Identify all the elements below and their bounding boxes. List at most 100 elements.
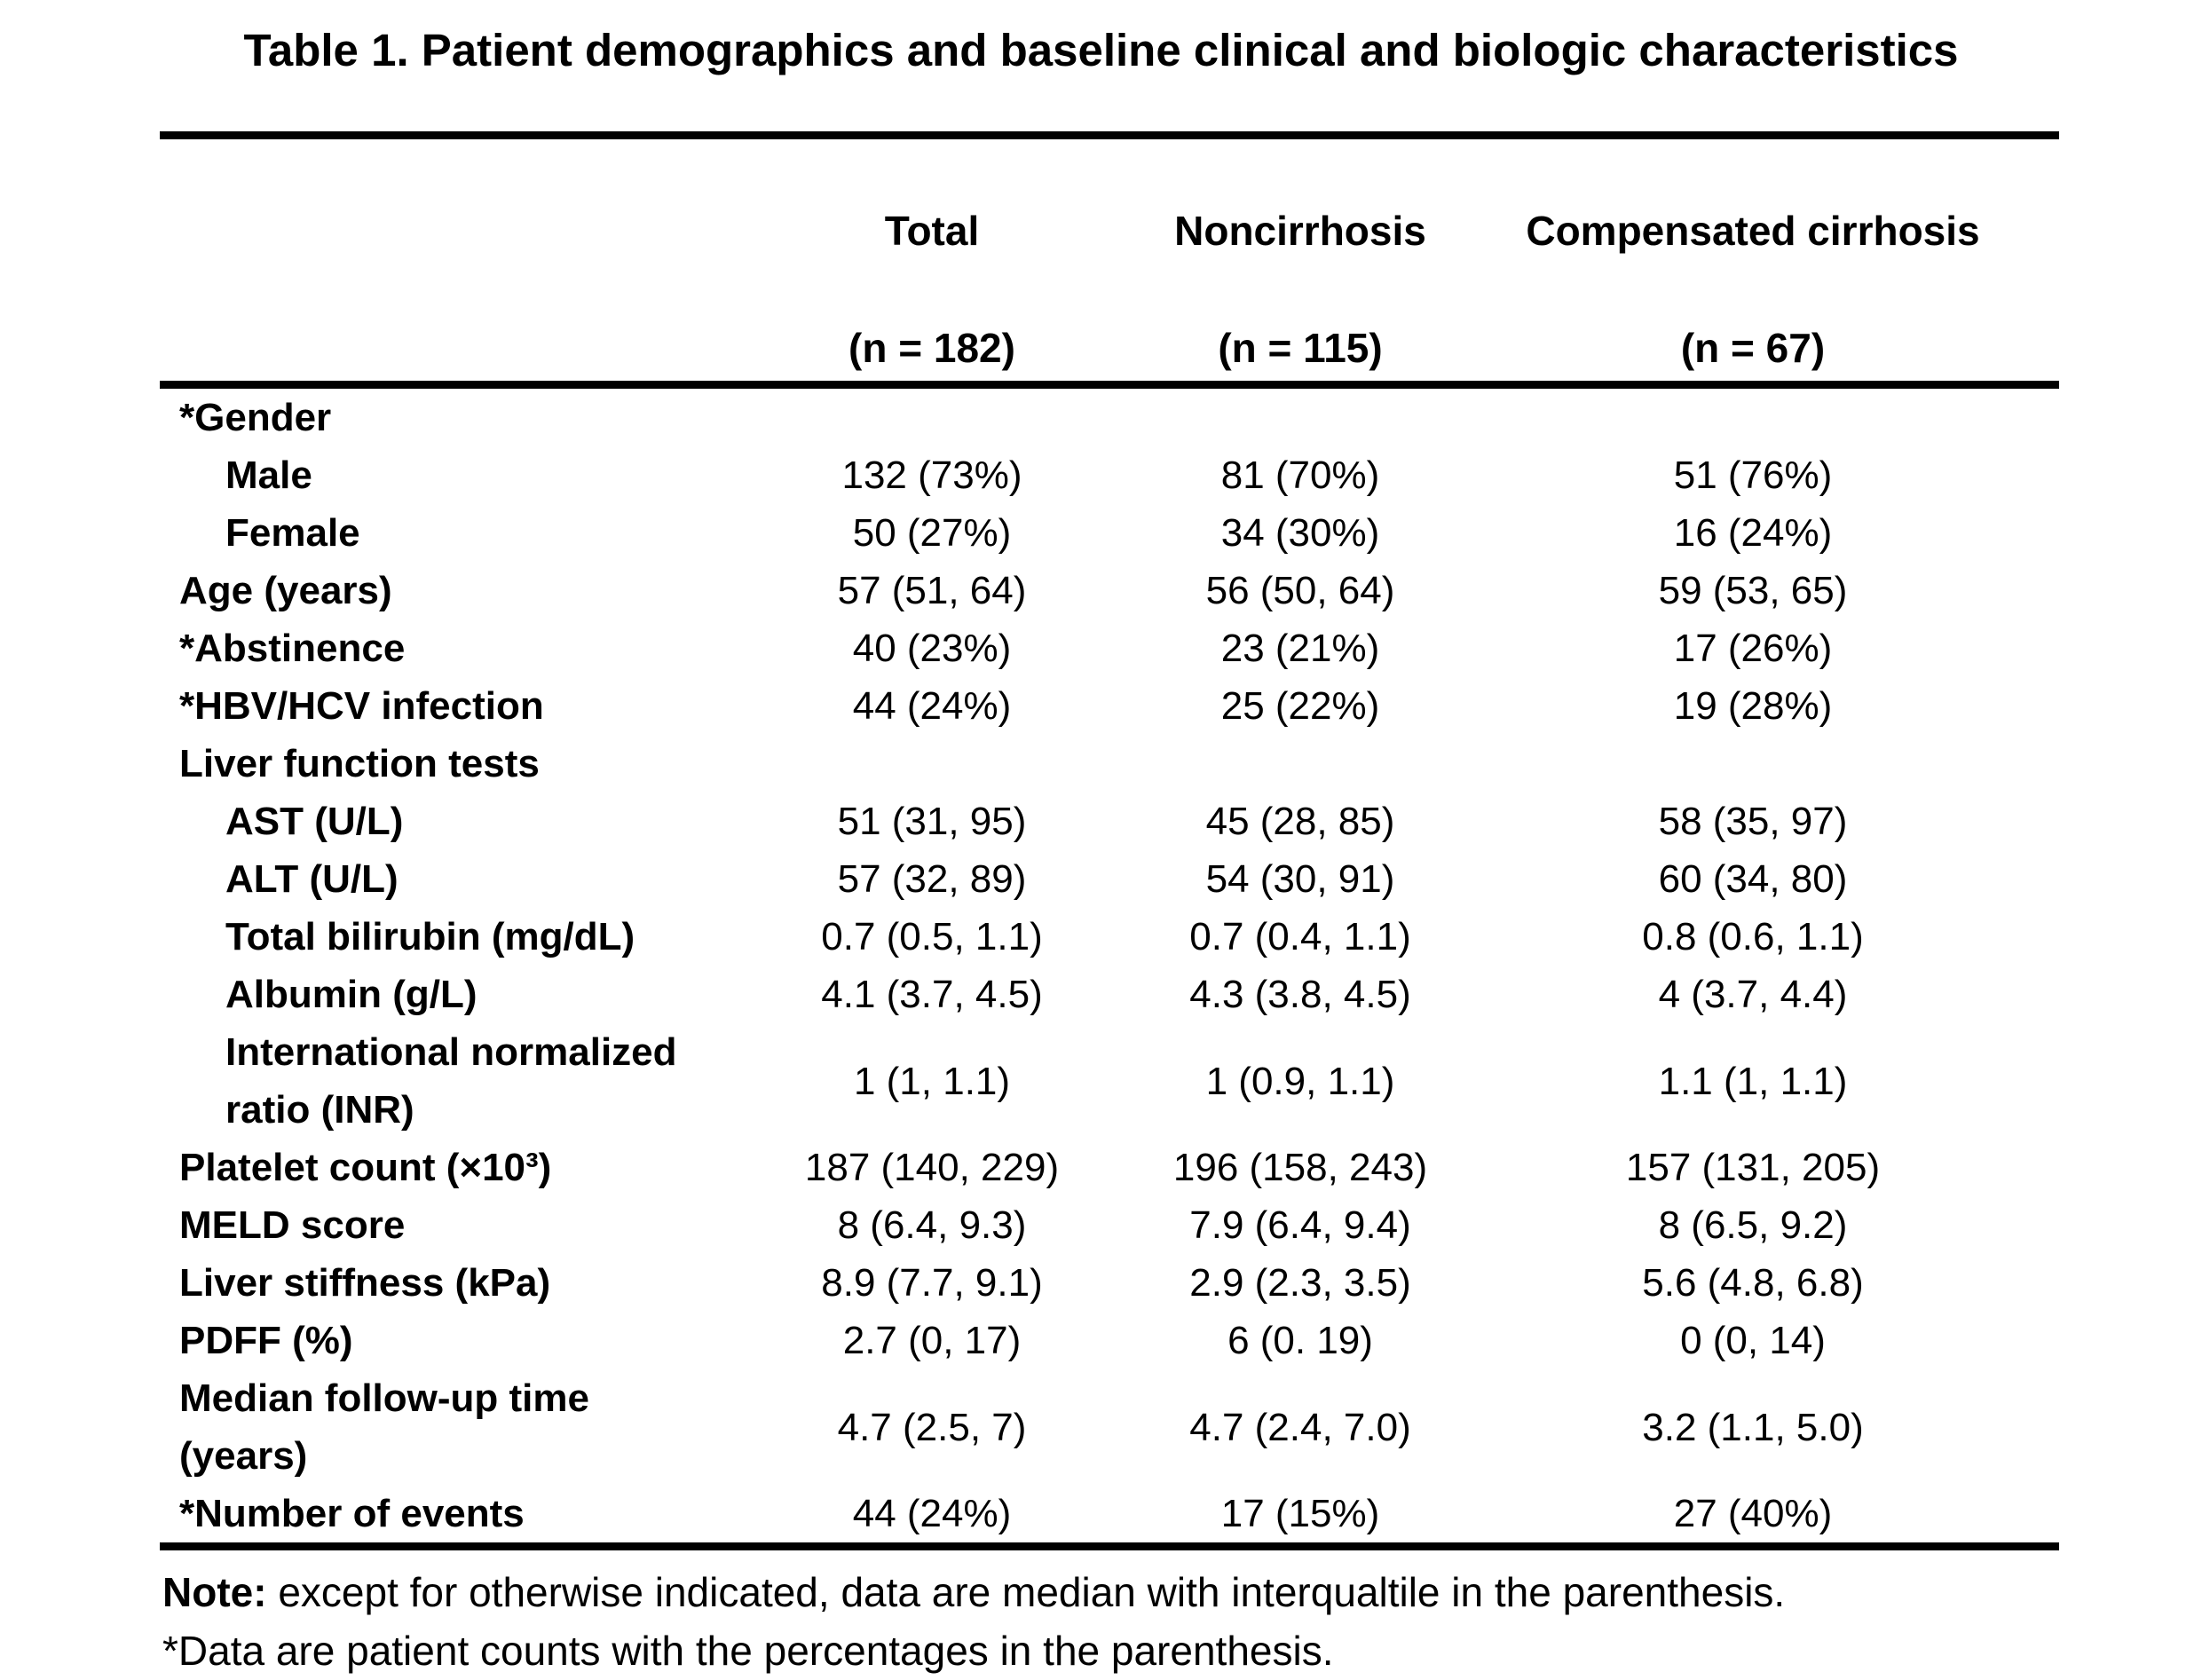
row-value-compensated-cirrhosis: 17 (26%)	[1673, 627, 1833, 670]
table-row: Male 132 (73%) 81 (70%) 51 (76%)	[160, 446, 2059, 504]
row-value-compensated-cirrhosis: 0.8 (0.6, 1.1)	[1642, 915, 1864, 958]
row-value-total: 44 (24%)	[852, 684, 1012, 728]
page-title: Table 1. Patient demographics and baseli…	[243, 25, 1959, 75]
row-value-total: 0.7 (0.5, 1.1)	[821, 915, 1043, 958]
table-header-rule	[160, 381, 2059, 389]
row-value-compensated-cirrhosis: 19 (28%)	[1673, 684, 1833, 728]
row-value-total: 51 (31, 95)	[837, 800, 1027, 843]
table-row: Albumin (g/L) 4.1 (3.7, 4.5) 4.3 (3.8, 4…	[160, 966, 2059, 1023]
row-value-noncirrhosis: 56 (50, 64)	[1205, 569, 1395, 612]
row-value-compensated-cirrhosis: 157 (131, 205)	[1625, 1146, 1881, 1189]
row-value-compensated-cirrhosis: 8 (6.5, 9.2)	[1658, 1203, 1848, 1247]
row-label: Age (years)	[179, 569, 392, 612]
table-row: AST (U/L) 51 (31, 95) 45 (28, 85) 58 (35…	[160, 793, 2059, 850]
table-row: *HBV/HCV infection 44 (24%) 25 (22%) 19 …	[160, 677, 2059, 735]
row-value-noncirrhosis: 1 (0.9, 1.1)	[1205, 1059, 1395, 1103]
header-compensated-label: Compensated cirrhosis	[1526, 208, 1980, 254]
row-value-total: 4.1 (3.7, 4.5)	[821, 973, 1043, 1016]
table-row: MELD score 8 (6.4, 9.3) 7.9 (6.4, 9.4) 8…	[160, 1196, 2059, 1254]
table-row: Age (years) 57 (51, 64) 56 (50, 64) 59 (…	[160, 562, 2059, 619]
row-value-noncirrhosis: 17 (15%)	[1220, 1492, 1380, 1535]
row-value-noncirrhosis: 196 (158, 243)	[1172, 1146, 1428, 1189]
table-row: Liver stiffness (kPa) 8.9 (7.7, 9.1) 2.9…	[160, 1254, 2059, 1312]
row-label: *HBV/HCV infection	[179, 684, 544, 728]
row-value-noncirrhosis: 4.7 (2.4, 7.0)	[1189, 1405, 1411, 1449]
row-value-noncirrhosis: 23 (21%)	[1220, 627, 1380, 670]
row-value-total: 2.7 (0, 17)	[842, 1319, 1022, 1362]
header-total-sublabel: (n = 182)	[848, 325, 1015, 371]
row-label: Platelet count (×10³)	[179, 1146, 552, 1189]
row-label: PDFF (%)	[179, 1319, 353, 1362]
header-compensated-sublabel: (n = 67)	[1680, 325, 1826, 371]
row-value-total: 44 (24%)	[852, 1492, 1012, 1535]
row-value-compensated-cirrhosis: 60 (34, 80)	[1658, 857, 1848, 901]
table-row: Female 50 (27%) 34 (30%) 16 (24%)	[160, 504, 2059, 562]
row-value-total: 8 (6.4, 9.3)	[837, 1203, 1027, 1247]
row-label: Female	[225, 511, 360, 555]
row-value-noncirrhosis: 34 (30%)	[1220, 511, 1380, 555]
table-bottom-rule	[160, 1542, 2059, 1550]
row-value-compensated-cirrhosis: 5.6 (4.8, 6.8)	[1642, 1261, 1864, 1305]
row-label: ALT (U/L)	[225, 857, 399, 901]
header-noncirrhosis-sublabel: (n = 115)	[1218, 325, 1383, 371]
row-value-noncirrhosis: 81 (70%)	[1220, 454, 1380, 497]
row-value-compensated-cirrhosis: 59 (53, 65)	[1658, 569, 1848, 612]
row-value-noncirrhosis: 6 (0. 19)	[1227, 1319, 1373, 1362]
row-label: Liver function tests	[179, 742, 540, 785]
demographics-table: Total (n = 182) Noncirrhosis (n = 115) C…	[160, 131, 2059, 1550]
row-value-noncirrhosis: 54 (30, 91)	[1205, 857, 1395, 901]
row-value-total: 4.7 (2.5, 7)	[837, 1405, 1027, 1449]
table-row: *Gender	[160, 389, 2059, 446]
table-row: International normalized ratio (INR) 1 (…	[160, 1023, 2059, 1139]
row-value-noncirrhosis: 25 (22%)	[1220, 684, 1380, 728]
row-label: *Number of events	[179, 1492, 525, 1535]
row-value-total: 57 (32, 89)	[837, 857, 1027, 901]
row-value-noncirrhosis: 7.9 (6.4, 9.4)	[1189, 1203, 1411, 1247]
note-line: Note: except for otherwise indicated, da…	[162, 1563, 2115, 1621]
table-row: Total bilirubin (mg/dL) 0.7 (0.5, 1.1) 0…	[160, 908, 2059, 966]
table-top-rule	[160, 131, 2059, 139]
row-label: *Gender	[179, 396, 332, 439]
row-value-total: 57 (51, 64)	[837, 569, 1027, 612]
row-value-noncirrhosis: 0.7 (0.4, 1.1)	[1189, 915, 1411, 958]
row-value-total: 187 (140, 229)	[804, 1146, 1060, 1189]
row-value-compensated-cirrhosis: 58 (35, 97)	[1658, 800, 1848, 843]
header-noncirrhosis: Noncirrhosis (n = 115)	[1154, 143, 1447, 377]
row-value-total: 8.9 (7.7, 9.1)	[821, 1261, 1043, 1305]
table-header-row: Total (n = 182) Noncirrhosis (n = 115) C…	[160, 139, 2059, 381]
table-row: ALT (U/L) 57 (32, 89) 54 (30, 91) 60 (34…	[160, 850, 2059, 908]
table-row: *Number of events 44 (24%) 17 (15%) 27 (…	[160, 1485, 2059, 1542]
row-value-noncirrhosis: 4.3 (3.8, 4.5)	[1189, 973, 1411, 1016]
row-label: MELD score	[179, 1203, 406, 1247]
row-value-compensated-cirrhosis: 0 (0, 14)	[1680, 1319, 1826, 1362]
row-label: International normalized ratio (INR)	[225, 1030, 677, 1132]
row-value-total: 132 (73%)	[841, 454, 1022, 497]
header-total: Total (n = 182)	[710, 143, 1154, 377]
row-value-total: 40 (23%)	[852, 627, 1012, 670]
row-value-noncirrhosis: 2.9 (2.3, 3.5)	[1189, 1261, 1411, 1305]
table-row: PDFF (%) 2.7 (0, 17) 6 (0. 19) 0 (0, 14)	[160, 1312, 2059, 1369]
header-total-label: Total	[884, 208, 980, 254]
header-noncirrhosis-label: Noncirrhosis	[1174, 208, 1426, 254]
row-value-total: 1 (1, 1.1)	[853, 1059, 1011, 1103]
row-value-compensated-cirrhosis: 16 (24%)	[1673, 511, 1833, 555]
row-label: Male	[225, 454, 312, 497]
row-label: Albumin (g/L)	[225, 973, 477, 1016]
table-row: Platelet count (×10³) 187 (140, 229) 196…	[160, 1139, 2059, 1196]
row-value-compensated-cirrhosis: 1.1 (1, 1.1)	[1658, 1059, 1848, 1103]
row-value-compensated-cirrhosis: 4 (3.7, 4.4)	[1658, 973, 1848, 1016]
row-value-total: 50 (27%)	[852, 511, 1012, 555]
row-value-noncirrhosis: 45 (28, 85)	[1205, 800, 1395, 843]
row-value-compensated-cirrhosis: 3.2 (1.1, 5.0)	[1642, 1405, 1864, 1449]
row-label: Liver stiffness (kPa)	[179, 1261, 551, 1305]
note-text: except for otherwise indicated, data are…	[266, 1569, 1786, 1615]
row-label: *Abstinence	[179, 627, 406, 670]
row-label: Median follow-up time (years)	[179, 1376, 589, 1478]
table-notes: Note: except for otherwise indicated, da…	[162, 1563, 2115, 1680]
row-label: Total bilirubin (mg/dL)	[225, 915, 635, 958]
table-body: *Gender Male 132 (73%) 81 (70%) 51 (76%)…	[160, 389, 2059, 1542]
row-value-compensated-cirrhosis: 51 (76%)	[1673, 454, 1833, 497]
row-label: AST (U/L)	[225, 800, 404, 843]
table-row: Liver function tests	[160, 735, 2059, 793]
note-label: Note:	[162, 1569, 267, 1615]
